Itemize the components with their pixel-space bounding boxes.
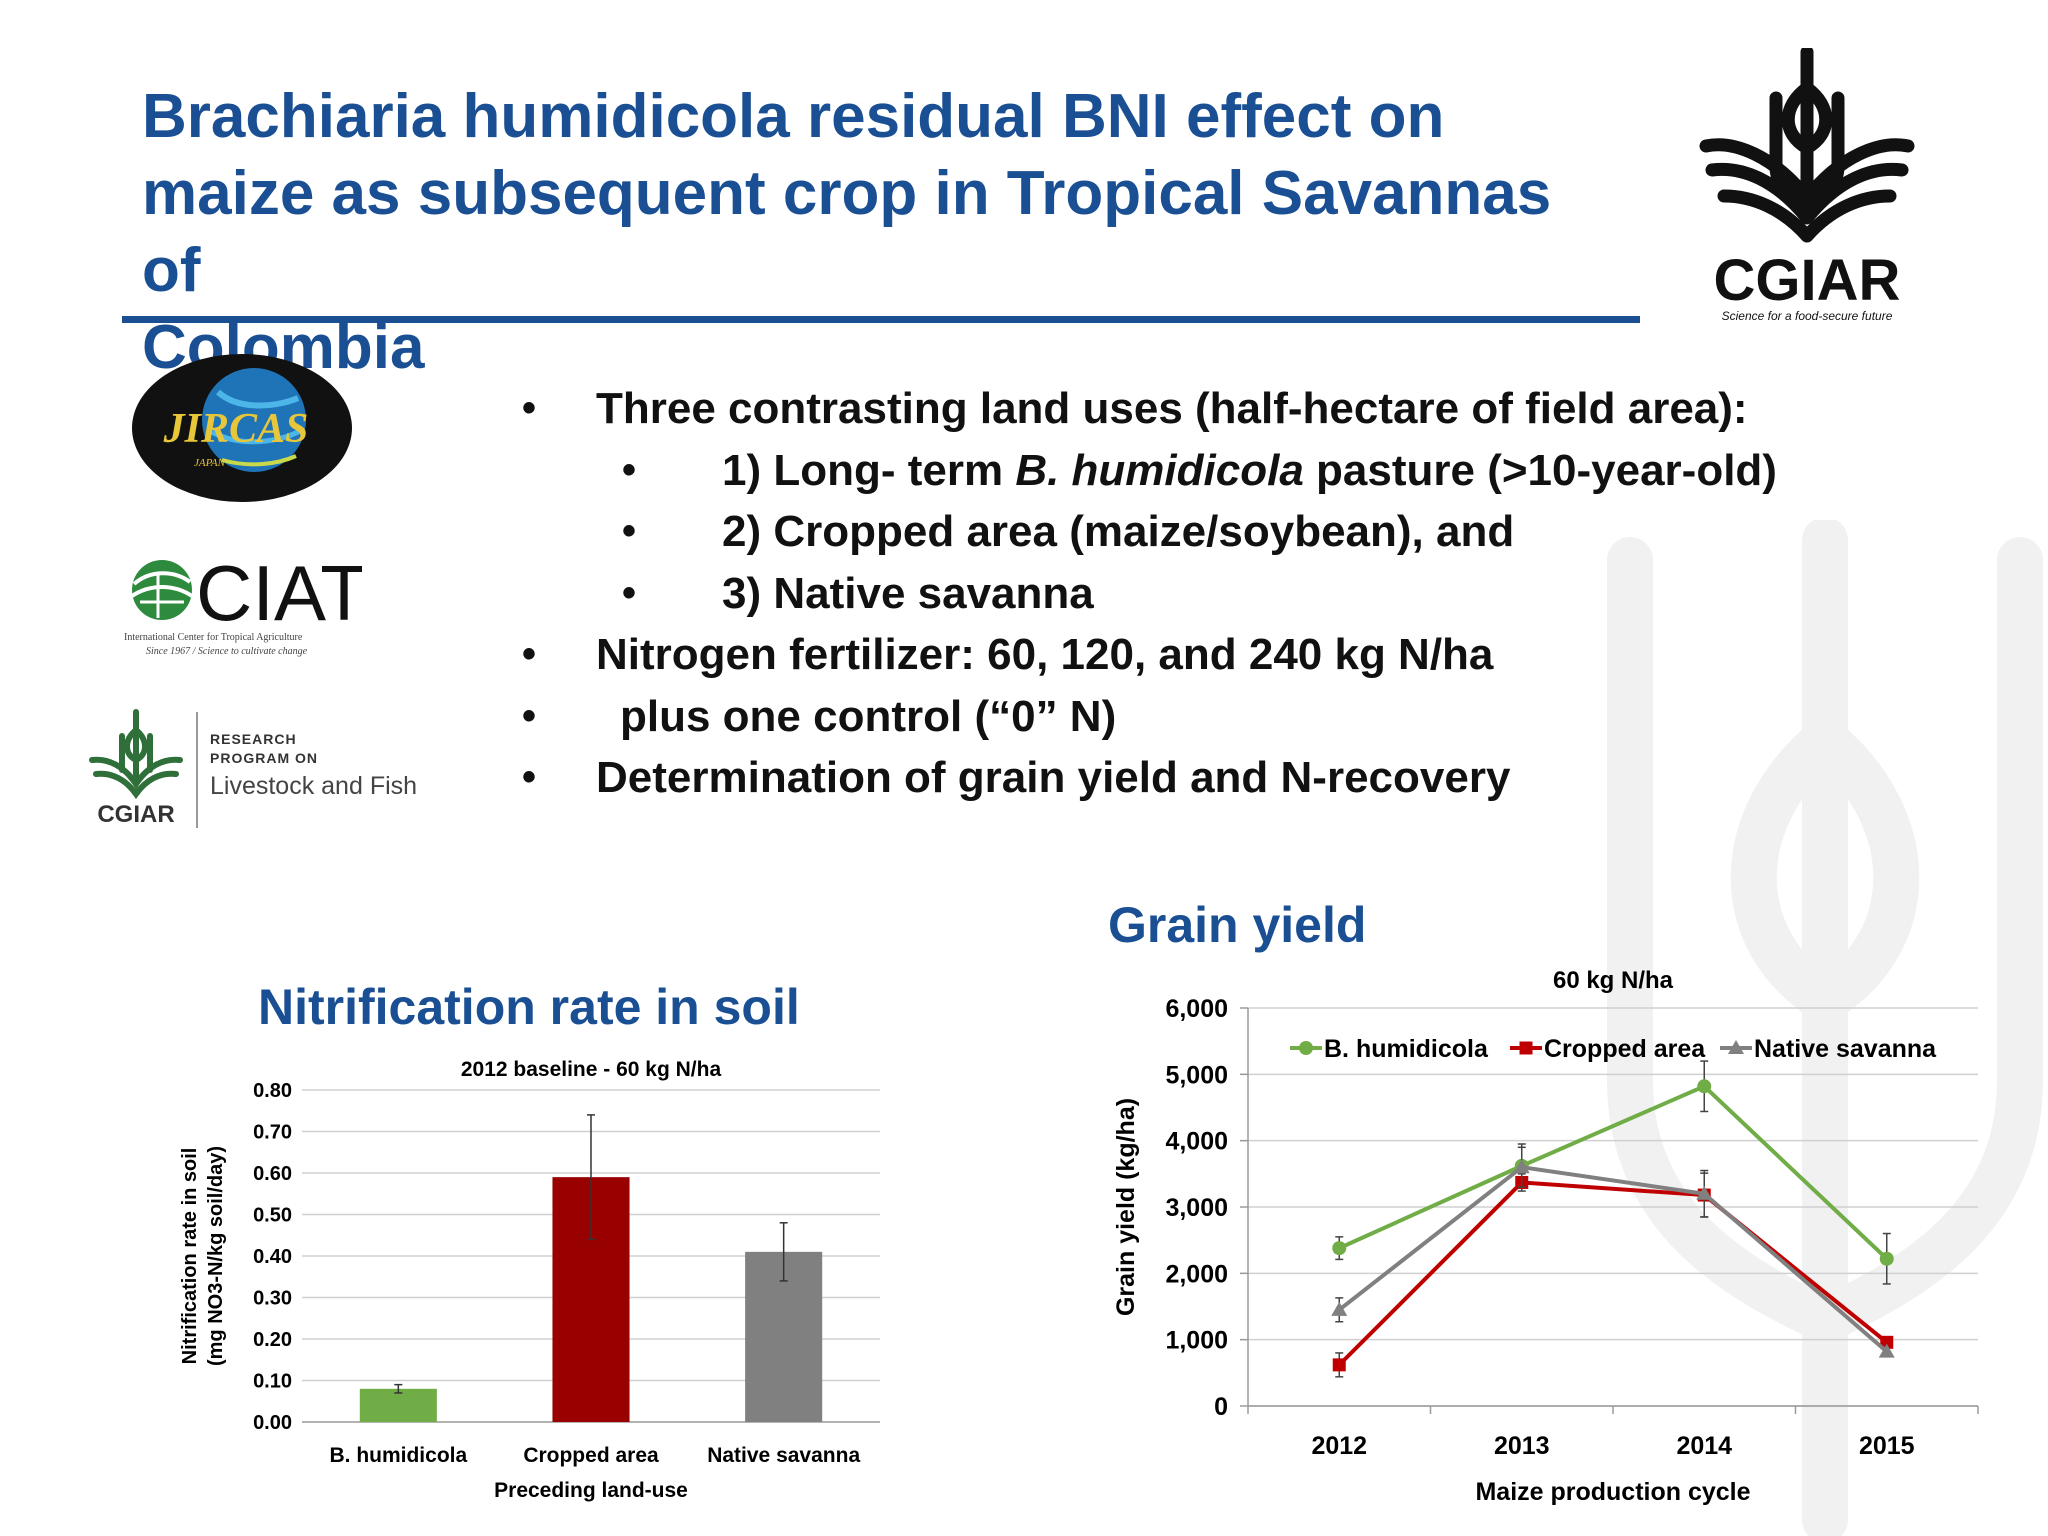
line-chart-point xyxy=(1878,1343,1895,1358)
bar-chart-y-tick-label: 0.30 xyxy=(253,1288,292,1310)
line-chart-legend-label: Native savanna xyxy=(1754,1035,1937,1063)
crp-logo-line2: PROGRAM ON xyxy=(210,750,318,766)
bullet-text: Three contrasting land uses (half-hectar… xyxy=(596,384,1748,433)
bar-chart-y-tick-label: 0.80 xyxy=(253,1080,292,1102)
bar-chart-y-tick-label: 0.50 xyxy=(253,1205,292,1227)
line-chart-y-axis-label: Grain yield (kg/ha) xyxy=(1112,1098,1140,1316)
cgiar-logo-text: CGIAR xyxy=(1714,248,1901,313)
bullet-text: Determination of grain yield and N-recov… xyxy=(596,753,1511,802)
bar-chart-bar xyxy=(359,1388,437,1422)
line-chart-point xyxy=(1696,1185,1713,1200)
ciat-logo-icon: CIAT International Center for Tropical A… xyxy=(124,552,362,657)
line-chart-point xyxy=(1879,1251,1894,1266)
grain-yield-line-chart: 60 kg N/ha 0 1,000 2,000 3,000 4,000 5,000 6,00… xyxy=(1112,967,1979,1506)
crp-logo-cgiar: CGIAR xyxy=(97,801,174,828)
line-chart-x-axis-label: Maize production cycle xyxy=(1475,1478,1750,1506)
bullet-dot: • xyxy=(522,693,537,738)
line-chart-point xyxy=(1299,1041,1313,1055)
line-chart-title: 60 kg N/ha xyxy=(1553,967,1674,994)
line-chart-y-tick-label: 1,000 xyxy=(1165,1327,1228,1355)
cgiar-logo-tagline: Science for a food-secure future xyxy=(1722,309,1893,323)
bullet-text: 3) Native savanna xyxy=(722,568,1094,618)
line-chart-point xyxy=(1728,1040,1744,1054)
bullet-dot: • xyxy=(622,509,637,553)
bar-chart-y-tick-label: 0.10 xyxy=(253,1371,292,1393)
line-chart-point xyxy=(1332,1241,1347,1256)
slide-title: Brachiaria humidicola residual BNI effec… xyxy=(142,78,1622,386)
line-chart-y-tick-label: 5,000 xyxy=(1165,1061,1228,1089)
sub-bullet-item: • 3) Native savanna xyxy=(510,563,1930,625)
line-chart-x-tick-label: 2014 xyxy=(1676,1432,1732,1460)
bar-chart-y-tick-label: 0.60 xyxy=(253,1163,292,1185)
line-chart-point xyxy=(1519,1041,1533,1055)
ciat-logo-text: CIAT xyxy=(196,552,362,637)
slide-title-line-1: Brachiaria humidicola residual BNI effec… xyxy=(142,82,1445,151)
line-chart-x-tick-label: 2015 xyxy=(1859,1432,1915,1460)
bar-chart-y-tick-label: 0.20 xyxy=(253,1329,292,1351)
line-chart-y-tick-label: 2,000 xyxy=(1165,1260,1228,1288)
line-chart-y-tick-label: 6,000 xyxy=(1165,995,1228,1023)
line-chart-point xyxy=(1513,1159,1530,1174)
bar-chart-title: 2012 baseline - 60 kg N/ha xyxy=(461,1058,722,1081)
crp-logo-line1: RESEARCH xyxy=(210,731,297,747)
slide-title-line-2: maize as subsequent crop in Tropical Sav… xyxy=(142,159,1552,305)
bullet-list: • Three contrasting land uses (half-hect… xyxy=(510,378,1930,809)
cgiar-watermark-icon xyxy=(1607,520,2043,1536)
jircas-logo-subtext: JAPAN xyxy=(194,457,226,469)
sub-bullet-item: • 1) Long- term B. humidicola pasture (>… xyxy=(510,440,1930,502)
line-chart-y-tick-label: 0 xyxy=(1214,1393,1228,1421)
bullet-item: • Nitrogen fertilizer: 60, 120, and 240 … xyxy=(510,624,1930,686)
bullet-text-part: 1) Long- term xyxy=(722,445,1016,495)
bullet-text: 1) Long- term B. humidicola pasture (>10… xyxy=(722,440,1777,502)
bullet-item: • Three contrasting land uses (half-hect… xyxy=(510,378,1930,440)
bar-chart-y-tick-label: 0.40 xyxy=(253,1246,292,1268)
bar-chart-x-tick-label: Native savanna xyxy=(707,1444,860,1467)
bar-chart-x-tick-label: B. humidicola xyxy=(329,1444,467,1467)
bar-chart-y-axis-label-units: (mg NO3-N/kg soil/day) xyxy=(205,1146,227,1366)
bullet-text: 2) Cropped area (maize/soybean), and xyxy=(722,507,1515,556)
bullet-dot: • xyxy=(622,570,637,615)
line-chart-x-tick-label: 2013 xyxy=(1494,1432,1550,1460)
nitrification-bar-chart: 2012 baseline - 60 kg N/ha 0.00 0.10 0.20 0.… xyxy=(179,1058,880,1502)
ciat-logo-line1: International Center for Tropical Agricu… xyxy=(124,632,303,643)
sub-bullet-item: • 2) Cropped area (maize/soybean), and xyxy=(510,501,1930,563)
bar-chart-y-axis-label: Nitrification rate in soil xyxy=(179,1148,201,1365)
bullet-text: plus one control (“0” N) xyxy=(620,691,1117,741)
line-chart-series-line xyxy=(1337,1180,1889,1367)
bullet-item: • plus one control (“0” N) xyxy=(510,686,1930,748)
bullet-dot: • xyxy=(522,632,537,676)
bullet-text-species: B. humidicola xyxy=(1015,445,1304,495)
line-chart-series-line xyxy=(1338,1083,1889,1261)
line-chart-x-tick-label: 2012 xyxy=(1311,1432,1367,1460)
bullet-dot: • xyxy=(622,447,637,492)
jircas-logo-icon: JIRCAS JAPAN xyxy=(132,354,352,502)
line-chart-y-tick-label: 4,000 xyxy=(1165,1128,1228,1156)
bar-chart-y-tick-label: 0.70 xyxy=(253,1122,292,1144)
bar-chart-y-tick-label: 0.00 xyxy=(253,1412,292,1434)
line-chart-point xyxy=(1332,1358,1346,1372)
line-chart-legend-label: B. humidicola xyxy=(1324,1035,1489,1063)
title-underline xyxy=(122,316,1640,323)
crp-logo-line3: Livestock and Fish xyxy=(210,772,417,800)
bullet-text-part: pasture (>10-year-old) xyxy=(1303,445,1777,495)
livestock-fish-logo-icon: CGIAR RESEARCH PROGRAM ON Livestock and … xyxy=(89,709,417,828)
line-chart-series-line xyxy=(1338,1165,1889,1354)
bullet-text: Nitrogen fertilizer: 60, 120, and 240 kg… xyxy=(596,630,1494,679)
ciat-logo-line2: Since 1967 / Science to cultivate change xyxy=(146,646,308,657)
bar-chart-x-axis-label: Preceding land-use xyxy=(494,1479,688,1502)
jircas-logo-text: JIRCAS xyxy=(163,406,309,452)
grain-yield-section-title: Grain yield xyxy=(1108,897,1367,953)
line-chart-point xyxy=(1697,1079,1712,1094)
bullet-dot: • xyxy=(522,386,537,430)
nitrification-section-title: Nitrification rate in soil xyxy=(258,979,800,1035)
line-chart-point xyxy=(1331,1301,1348,1316)
bar-chart-x-tick-label: Cropped area xyxy=(523,1444,659,1467)
cgiar-logo-icon: CGIAR Science for a food-secure future xyxy=(1699,48,1915,323)
bullet-item: • Determination of grain yield and N-rec… xyxy=(510,747,1930,809)
bullet-dot: • xyxy=(522,755,537,799)
line-chart-legend-label: Cropped area xyxy=(1544,1035,1706,1063)
line-chart-y-tick-label: 3,000 xyxy=(1165,1194,1228,1222)
line-chart-point xyxy=(1880,1335,1894,1349)
